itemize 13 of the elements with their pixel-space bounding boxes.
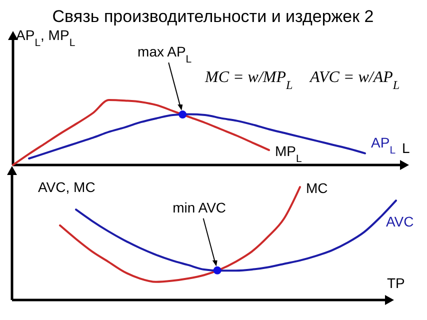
chart-title: Связь производительности и издержек 2 [52, 7, 374, 26]
series-label: AVC [386, 214, 414, 230]
y-axis-title: AVC, MC [38, 179, 96, 195]
y-axis-title: AP$_{L}$, MP$_{L}$ [16, 27, 76, 49]
series-label: AP$_{L}$ [371, 134, 396, 156]
series-label: MC [306, 180, 328, 196]
text: MC = w/MP$_{L}$ [204, 69, 294, 92]
text: max AP$_{L}$ [138, 44, 192, 66]
x-axis-title: L [402, 140, 410, 156]
x-axis-title: TP [387, 275, 405, 291]
series-label: MP$_{L}$ [275, 143, 302, 166]
text: AVC = w/AP$_{L}$ [309, 69, 400, 92]
annotation: min AVC [172, 199, 226, 216]
